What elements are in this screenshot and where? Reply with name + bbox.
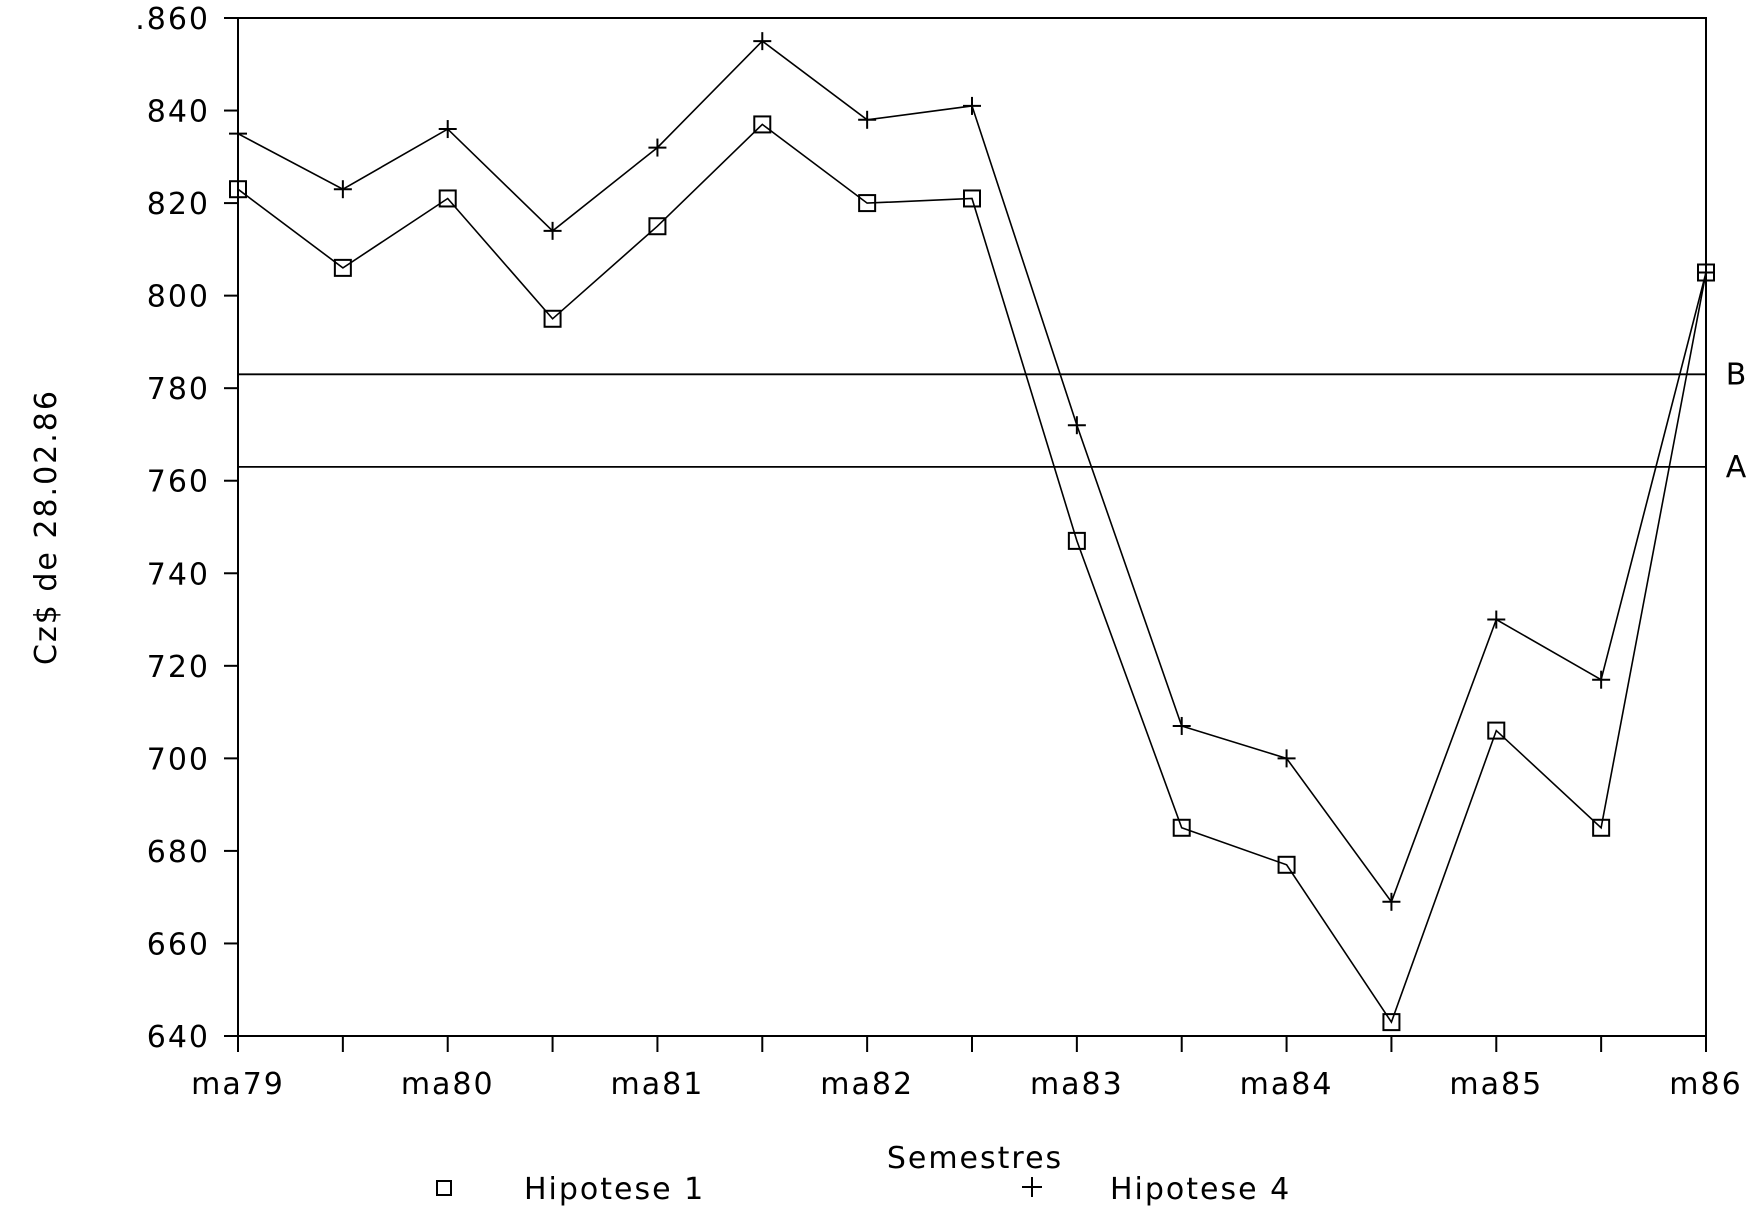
y-tick-label: 760 xyxy=(147,465,210,500)
y-tick-label: 740 xyxy=(147,557,210,592)
data-point-plus xyxy=(543,221,562,240)
data-point-plus xyxy=(1592,670,1611,689)
legend: Hipotese 1 Hipotese 4 xyxy=(436,1172,1291,1207)
data-point-plus xyxy=(1277,749,1296,768)
data-point-square xyxy=(438,189,457,208)
x-tick-label: ma82 xyxy=(820,1067,914,1102)
x-tick-label: ma83 xyxy=(1030,1067,1124,1102)
x-tick-label: m86 xyxy=(1669,1067,1742,1102)
x-tick-label: ma85 xyxy=(1449,1067,1543,1102)
reference-label-b: B xyxy=(1726,357,1747,392)
data-point-square xyxy=(1382,1013,1401,1032)
data-point-square xyxy=(1487,721,1506,740)
series-line-2 xyxy=(237,40,1707,904)
data-point-plus xyxy=(648,138,667,157)
x-axis-title: Semestres xyxy=(887,1141,1063,1176)
legend-square-marker xyxy=(436,1180,452,1196)
data-point-plus xyxy=(963,96,981,115)
data-point-plus xyxy=(1172,716,1191,735)
series-line-1 xyxy=(237,123,1707,1024)
x-axis: ma79 ma80 ma81 ma82 ma83 ma84 ma85 m86 xyxy=(191,1036,1742,1102)
y-tick-label: 720 xyxy=(147,650,210,685)
y-tick-label: 660 xyxy=(147,927,210,962)
data-point-square xyxy=(333,258,352,277)
data-point-square xyxy=(1172,818,1191,837)
data-point-plus xyxy=(1487,610,1506,629)
x-tick-label: ma81 xyxy=(611,1067,705,1102)
x-tick-label: ma79 xyxy=(191,1067,285,1102)
data-point-square xyxy=(229,180,247,199)
x-tick-label: ma84 xyxy=(1240,1067,1334,1102)
plot-frame xyxy=(237,17,1707,1037)
data-point-square xyxy=(648,217,667,236)
data-point-square xyxy=(1592,818,1611,837)
series-layer xyxy=(229,32,1715,1032)
legend-plus-marker xyxy=(1022,1177,1042,1197)
data-point-square xyxy=(858,194,877,213)
y-axis: 640 660 680 700 720 740 760 780 800 820 840 .860 xyxy=(135,2,238,1055)
data-point-plus xyxy=(333,180,352,199)
data-point-square xyxy=(1067,531,1086,550)
legend-label-hipotese-4: Hipotese 4 xyxy=(1110,1172,1291,1207)
data-point-plus xyxy=(858,110,877,129)
data-point-square xyxy=(753,115,772,134)
y-tick-label: .860 xyxy=(135,2,210,37)
data-point-plus xyxy=(753,32,772,51)
reference-lines: BA xyxy=(238,357,1747,485)
x-tick-label: ma80 xyxy=(401,1067,495,1102)
reference-label-a: A xyxy=(1726,450,1747,485)
y-tick-label: 840 xyxy=(147,95,210,130)
data-point-square xyxy=(1277,855,1296,874)
y-tick-label: 700 xyxy=(147,742,210,777)
data-point-square xyxy=(543,309,562,328)
data-point-plus xyxy=(229,124,247,143)
legend-label-hipotese-1: Hipotese 1 xyxy=(524,1172,705,1207)
y-tick-label: 800 xyxy=(147,280,210,315)
data-point-plus xyxy=(1382,892,1401,911)
y-axis-title: Cz$ de 28.02.86 xyxy=(29,389,64,665)
data-point-plus xyxy=(1697,263,1715,282)
y-tick-label: 680 xyxy=(147,835,210,870)
data-point-square xyxy=(963,189,981,208)
data-point-plus xyxy=(1067,416,1086,435)
data-point-plus xyxy=(438,120,457,139)
y-tick-label: 820 xyxy=(147,187,210,222)
y-tick-label: 780 xyxy=(147,372,210,407)
y-tick-label: 640 xyxy=(147,1020,210,1055)
